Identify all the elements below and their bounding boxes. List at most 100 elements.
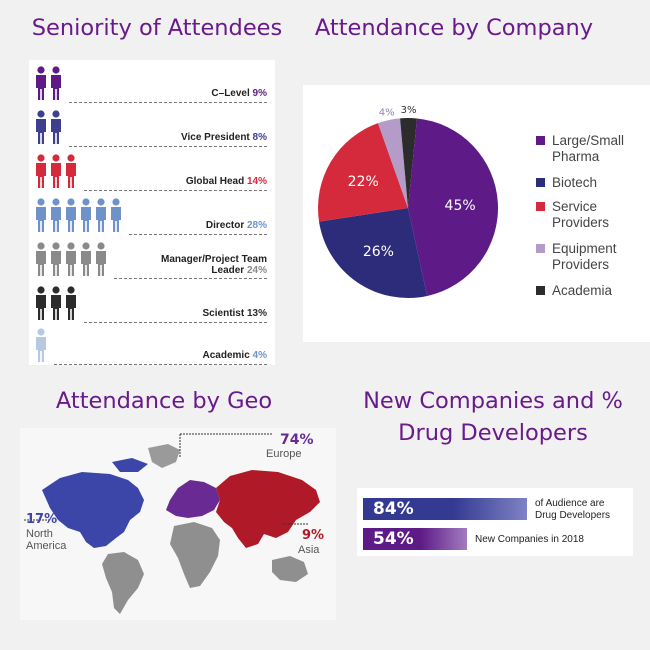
seniority-label: Director 28%	[205, 220, 267, 231]
person-icon	[36, 66, 46, 100]
legend-label: Biotech	[552, 175, 598, 190]
legend-swatch	[536, 202, 545, 211]
seniority-dashed-line	[129, 234, 267, 235]
legend-label: Academia	[552, 283, 613, 298]
south-america-region	[102, 552, 144, 614]
person-icon	[36, 242, 46, 276]
seniority-label: Manager/Project Team Leader 24%	[161, 254, 267, 276]
seniority-row: Global Head 14%	[29, 154, 275, 194]
pie-slice-label: 3%	[401, 105, 417, 116]
pie-slice	[400, 118, 417, 208]
seniority-row: C–Level 9%	[29, 66, 275, 106]
europe-pct: 74%	[280, 432, 314, 448]
seniority-pct: 9%	[252, 88, 267, 99]
company-heading: Attendance by Company	[314, 15, 594, 41]
legend-label: Large/Small Pharma	[552, 133, 625, 164]
new-companies-bar: 54%	[363, 528, 467, 550]
world-map	[24, 433, 320, 614]
person-icon	[36, 286, 46, 320]
pie-slice-label: 22%	[348, 174, 379, 190]
person-icon	[111, 198, 121, 232]
person-icon	[81, 198, 91, 232]
legend-label: Service Providers	[552, 199, 610, 230]
drug-developers-label-line1: of Audience are	[535, 498, 605, 509]
person-icon	[36, 110, 46, 144]
seniority-dashed-line	[54, 364, 267, 365]
asia-region	[216, 470, 320, 548]
seniority-pct: 8%	[252, 132, 267, 143]
person-icon	[51, 242, 61, 276]
pie-slice	[408, 118, 498, 296]
legend-label: Equipment Providers	[552, 241, 617, 272]
na-label-line2: America	[26, 540, 67, 552]
person-icon	[36, 154, 46, 188]
australia-region	[272, 556, 308, 582]
person-icon	[66, 198, 76, 232]
na-label-line1: North	[26, 528, 53, 540]
newco-chart: 84% of Audience are Drug Developers 54% …	[357, 488, 633, 556]
geo-heading: Attendance by Geo	[55, 388, 273, 414]
seniority-row: Scientist 13%	[29, 286, 275, 326]
seniority-label: C–Level 9%	[211, 88, 267, 99]
seniority-pct: 24%	[246, 265, 267, 276]
africa-region	[170, 522, 220, 588]
company-pie: 45% 26% 22% 4% 3%	[318, 105, 498, 298]
person-icon	[51, 198, 61, 232]
na-pct: 17%	[26, 512, 58, 527]
pie-slice-label: 45%	[445, 198, 476, 214]
seniority-heading: Seniority of Attendees	[31, 15, 283, 41]
pie-slice	[318, 123, 408, 222]
seniority-pct: 14%	[246, 176, 267, 187]
europe-region	[166, 480, 220, 518]
greenland-region	[148, 444, 180, 468]
person-icon	[66, 286, 76, 320]
legend-swatch	[536, 244, 545, 253]
person-icon	[51, 154, 61, 188]
asia-pct: 9%	[302, 528, 325, 543]
person-icon	[51, 286, 61, 320]
seniority-row: Director 28%	[29, 198, 275, 238]
seniority-label: Vice President 8%	[181, 132, 267, 143]
geo-map: 74% Europe 17% North America 9% Asia	[20, 428, 336, 620]
person-icon	[81, 242, 91, 276]
person-icon	[66, 242, 76, 276]
seniority-row: Vice President 8%	[29, 110, 275, 150]
seniority-pct: 28%	[246, 220, 267, 231]
legend-swatch	[536, 286, 545, 295]
pie-slice	[319, 208, 428, 298]
seniority-label: Academic 4%	[202, 350, 267, 361]
seniority-pct: 4%	[252, 350, 267, 361]
pie-slice-label: 4%	[379, 107, 395, 118]
north-america-region	[42, 458, 148, 548]
company-legend: Large/Small Pharma Biotech Service Providers…	[536, 133, 646, 303]
drug-developers-pct: 84%	[373, 499, 414, 519]
company-chart: 45% 26% 22% 4% 3% Large/Small Pharma Biotech Se…	[303, 85, 650, 342]
seniority-label: Scientist 13%	[202, 308, 267, 319]
seniority-row: Academic 4%	[29, 328, 275, 368]
asia-label: Asia	[298, 544, 320, 556]
europe-label: Europe	[266, 448, 302, 460]
person-icon	[51, 66, 61, 100]
seniority-label: Global Head 14%	[185, 176, 267, 187]
person-icon	[96, 198, 106, 232]
pie-slice-label: 26%	[363, 244, 394, 260]
new-companies-label: New Companies in 2018	[475, 534, 584, 545]
drug-developers-bar: 84%	[363, 498, 527, 520]
new-companies-pct: 54%	[373, 529, 414, 549]
person-icon	[36, 198, 46, 232]
seniority-dashed-line	[114, 278, 267, 279]
seniority-dashed-line	[69, 146, 267, 147]
seniority-pct: 13%	[246, 308, 267, 319]
seniority-dashed-line	[84, 190, 267, 191]
person-icon	[96, 242, 106, 276]
pie-slice	[378, 118, 408, 208]
person-icon	[36, 328, 46, 362]
drug-developers-label-line2: Drug Developers	[535, 510, 611, 521]
legend-swatch	[536, 136, 545, 145]
person-icon	[51, 110, 61, 144]
seniority-chart: C–Level 9% Vice President 8% Global Head 1…	[29, 60, 275, 365]
legend-swatch	[536, 178, 545, 187]
seniority-dashed-line	[84, 322, 267, 323]
newco-heading: New Companies and % Drug Developers	[363, 388, 623, 446]
seniority-row: Manager/Project Team Leader 24%	[29, 242, 275, 282]
